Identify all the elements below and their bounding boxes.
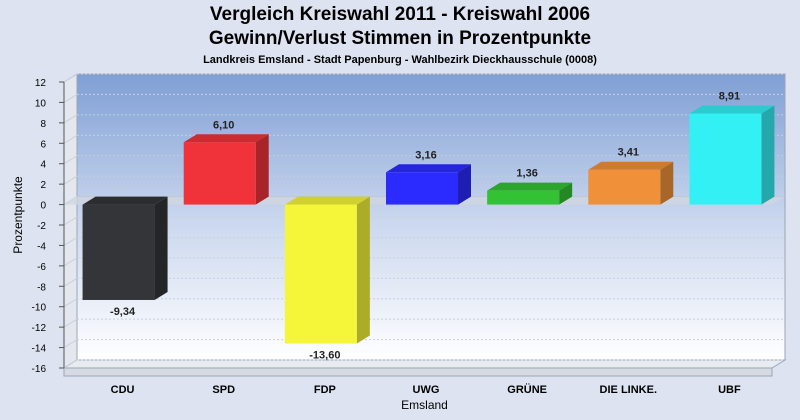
bar-top xyxy=(82,196,168,205)
grid-line-side xyxy=(63,134,78,144)
bar-top xyxy=(284,196,370,205)
grid-line-side xyxy=(63,73,78,83)
bar-fdp xyxy=(284,196,370,344)
bar-front xyxy=(82,204,155,300)
bar-side xyxy=(154,196,168,300)
grid-line-side xyxy=(63,339,78,348)
chart-title: Vergleich Kreiswahl 2011 - Kreiswahl 200… xyxy=(209,4,591,25)
grid-line-side xyxy=(63,277,78,287)
bar-front xyxy=(386,172,458,205)
bar-side xyxy=(356,196,370,344)
y-tick-label: 12 xyxy=(35,78,47,89)
y-axis-title: Prozentpunkte xyxy=(11,176,25,254)
y-tick-label: -12 xyxy=(32,323,47,334)
data-label: 3,16 xyxy=(415,149,436,161)
y-tick-label: 0 xyxy=(40,201,46,212)
x-category-label: UBF xyxy=(718,384,741,396)
y-tick-label: -10 xyxy=(32,303,47,314)
bar-top xyxy=(183,134,269,143)
y-tick-label: 2 xyxy=(40,180,46,191)
plot-floor xyxy=(62,359,787,369)
bar-side xyxy=(761,105,775,205)
y-tick-label: 6 xyxy=(40,139,46,150)
data-label: -9,34 xyxy=(110,306,136,318)
x-category-label: FDP xyxy=(314,384,336,396)
y-tick-label: -2 xyxy=(37,221,46,232)
bar-top xyxy=(689,105,775,114)
bar-side xyxy=(660,161,674,205)
bar-front xyxy=(284,204,357,344)
x-category-label: CDU xyxy=(111,384,135,396)
data-label: 6,10 xyxy=(213,119,234,131)
grid-line-side xyxy=(63,257,78,267)
plot-floor-edge xyxy=(63,367,773,377)
grid-line-side xyxy=(63,114,78,124)
bar-side xyxy=(559,182,573,205)
y-tick-label: -6 xyxy=(37,262,46,273)
bar-front xyxy=(183,142,256,205)
chart-subtitle: Gewinn/Verlust Stimmen in Prozentpunkte xyxy=(208,28,592,49)
y-tick-label: -8 xyxy=(37,282,46,293)
x-category-label: UWG xyxy=(413,384,440,396)
grid-line-side xyxy=(63,298,78,308)
bar-side xyxy=(458,164,471,205)
data-label: -13,60 xyxy=(309,349,340,361)
grid-line-side xyxy=(63,237,78,246)
x-axis-title: Emsland xyxy=(401,398,448,412)
data-label: 8,91 xyxy=(719,91,740,103)
y-tick-label: 4 xyxy=(40,160,46,171)
x-category-label: DIE LINKE. xyxy=(600,384,657,396)
grid-line-side xyxy=(63,216,78,226)
y-tick-label: -16 xyxy=(32,364,47,375)
bar-side xyxy=(255,134,269,205)
bar-front xyxy=(689,113,762,205)
y-tick-label: 8 xyxy=(40,119,46,130)
grid-line-side xyxy=(63,175,78,185)
y-tick-label: -4 xyxy=(37,241,46,252)
bar-die-linke xyxy=(588,161,674,205)
bar-ubf xyxy=(689,105,775,205)
data-label: 3,41 xyxy=(618,147,639,159)
y-tick-label: -14 xyxy=(32,344,47,355)
grid-line-side xyxy=(63,318,78,328)
bar-front xyxy=(487,190,560,205)
grid-line-side xyxy=(63,359,78,369)
grid-line-side xyxy=(63,94,78,103)
bar-spd xyxy=(183,134,269,205)
bar-cdu xyxy=(82,196,168,300)
bar-grüne xyxy=(487,182,573,205)
bar-top xyxy=(386,164,471,173)
chart-subtitle-location: Landkreis Emsland - Stadt Papenburg - Wa… xyxy=(203,54,597,66)
x-category-label: GRÜNE xyxy=(507,383,547,396)
bar-front xyxy=(588,169,661,205)
bar-uwg xyxy=(386,164,471,205)
bar-top xyxy=(487,182,573,191)
grid-line-side xyxy=(63,155,78,165)
y-tick-label: 10 xyxy=(35,98,47,109)
x-category-label: SPD xyxy=(212,384,235,396)
bar-top xyxy=(588,161,674,170)
data-label: 1,36 xyxy=(516,168,537,180)
